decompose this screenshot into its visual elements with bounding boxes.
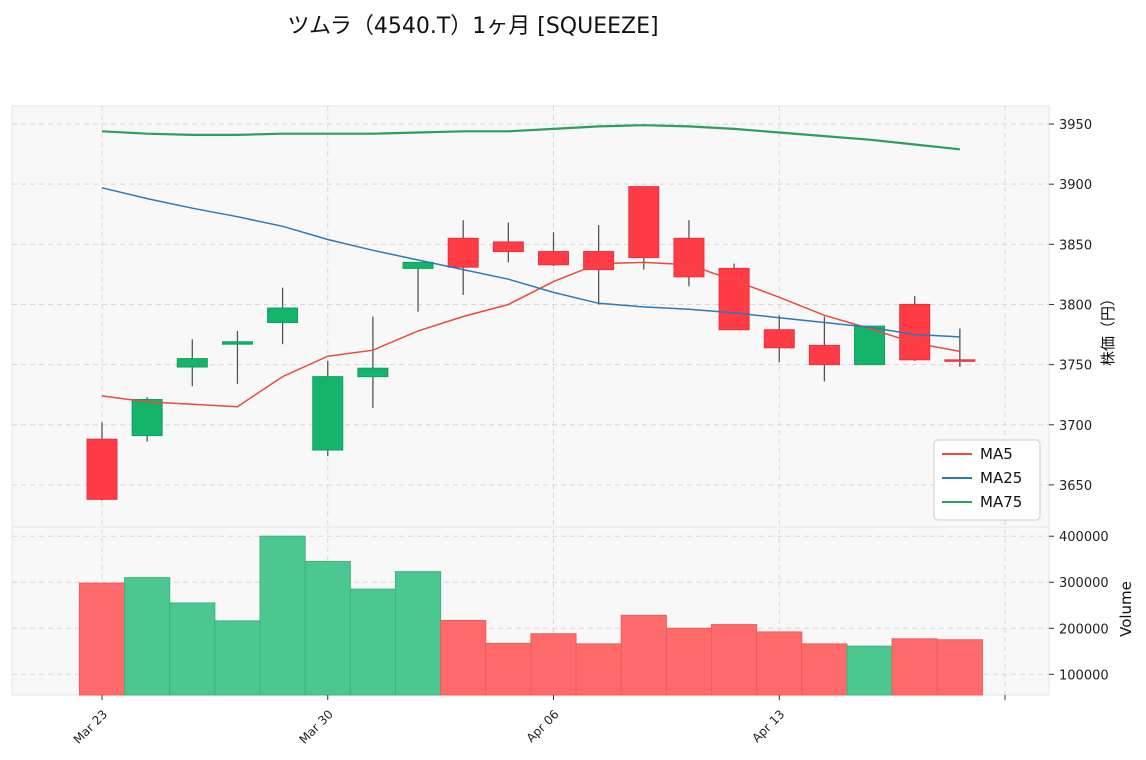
volume-bar <box>575 643 622 696</box>
price-tick-label: 3750 <box>1059 359 1092 374</box>
candle-body <box>267 307 299 324</box>
volume-bar <box>530 633 577 696</box>
candle-body <box>221 341 253 345</box>
candlesticks <box>86 186 976 501</box>
candle-body <box>628 186 660 259</box>
candle-body <box>583 251 615 271</box>
volume-bar <box>124 577 171 696</box>
price-tick-label: 3950 <box>1059 118 1092 133</box>
volume-bar <box>214 620 261 696</box>
ma-line-ma25 <box>101 187 960 338</box>
candle-body <box>176 358 208 368</box>
price-tick-label: 3700 <box>1059 419 1092 434</box>
candle-body <box>447 237 479 268</box>
volume-bar <box>936 639 983 696</box>
legend: MA5 MA25 MA75 <box>933 439 1041 521</box>
price-tick-label: 3850 <box>1059 238 1092 253</box>
volume-bar <box>394 571 442 696</box>
ma-line-ma5 <box>101 261 961 408</box>
price-tick-label: 3900 <box>1059 178 1092 193</box>
candle-body <box>854 325 886 366</box>
price-axis-label: 株価（円） <box>1099 291 1117 366</box>
volume-bar <box>711 624 758 696</box>
price-panel <box>11 105 1050 528</box>
moving-average-lines <box>101 124 961 408</box>
candle-body <box>763 329 795 349</box>
candle-body <box>492 241 524 253</box>
volume-bar <box>304 561 351 696</box>
legend-label-ma75: MA75 <box>980 493 1022 511</box>
volume-bar <box>756 631 803 696</box>
volume-bar <box>349 588 396 696</box>
legend-box <box>933 439 1041 521</box>
candle-body <box>86 438 118 500</box>
candle-body <box>312 376 344 451</box>
candle-body <box>673 237 705 278</box>
candle-body <box>808 344 840 366</box>
candle-body <box>944 359 976 362</box>
volume-bar <box>169 602 216 696</box>
volume-bar <box>440 619 487 696</box>
volume-bar <box>259 535 306 696</box>
chart-title: ツムラ（4540.T）1ヶ月 [SQUEEZE] <box>287 14 659 39</box>
candle-body <box>538 251 569 266</box>
volume-tick-label: 100000 <box>1059 668 1109 683</box>
volume-axis-label: Volume <box>1117 581 1135 637</box>
ma-line-ma75 <box>101 124 961 151</box>
volume-tick-label: 200000 <box>1059 622 1109 637</box>
legend-label-ma25: MA25 <box>980 469 1022 487</box>
volume-bar <box>891 638 938 696</box>
price-tick-label: 3650 <box>1059 479 1092 494</box>
candle-body <box>357 367 389 378</box>
volume-bar <box>78 582 126 696</box>
volume-bar <box>846 645 893 696</box>
x-tick-label: Apr 06 <box>524 707 562 745</box>
x-tick-label: Mar 30 <box>296 707 335 746</box>
volume-bar <box>485 642 532 696</box>
candle-body <box>718 267 750 331</box>
legend-label-ma5: MA5 <box>980 445 1013 463</box>
volume-bar <box>620 614 667 696</box>
price-tick-label: 3800 <box>1059 298 1092 313</box>
candle-body <box>131 398 163 437</box>
volume-tick-label: 400000 <box>1059 530 1109 545</box>
volume-bar <box>665 627 713 696</box>
volume-bars <box>78 535 983 696</box>
x-tick-label: Mar 23 <box>71 707 110 746</box>
volume-tick-label: 300000 <box>1059 576 1109 591</box>
x-tick-label: Apr 13 <box>749 707 787 745</box>
candle-body <box>402 261 434 269</box>
volume-bar <box>801 643 848 696</box>
